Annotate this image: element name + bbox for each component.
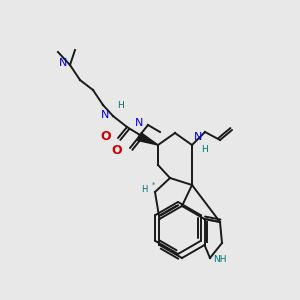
Text: O: O [100, 130, 111, 142]
Polygon shape [139, 133, 158, 145]
Text: *: * [152, 182, 155, 188]
Text: N: N [135, 118, 143, 128]
Text: NH: NH [213, 254, 226, 263]
Text: N: N [194, 132, 202, 142]
Polygon shape [137, 136, 158, 145]
Text: O: O [111, 143, 122, 157]
Text: H: H [201, 145, 208, 154]
Text: H: H [141, 185, 147, 194]
Text: N: N [100, 110, 109, 120]
Text: N: N [58, 58, 67, 68]
Text: H: H [117, 101, 124, 110]
